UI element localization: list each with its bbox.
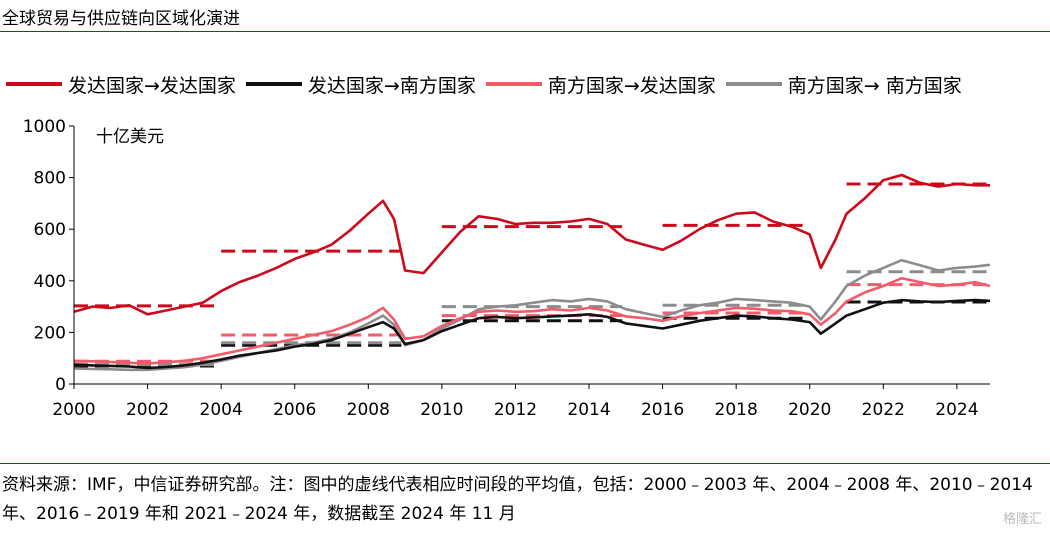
x-tick-label: 2020: [788, 400, 831, 420]
legend-swatch-south-dev: [485, 82, 542, 86]
y-tick-label: 400: [34, 272, 66, 292]
watermark: 格隆汇: [1002, 512, 1042, 527]
x-tick-label: 2022: [862, 400, 905, 420]
legend-label-dev-south: 发达国家→南方国家: [307, 74, 476, 97]
legend-swatch-dev-dev: [6, 82, 62, 86]
legend-swatch-dev-south: [245, 82, 302, 86]
x-tick-label: 2002: [126, 400, 169, 420]
title-divider: [0, 31, 1050, 32]
source-note: 资料来源：IMF，中信证券研究部。注：图中的虚线代表相应时间段的平均值，包括：2…: [2, 475, 1033, 524]
x-tick-label: 2016: [641, 400, 684, 420]
y-tick-label: 0: [55, 375, 66, 395]
x-tick-label: 2000: [52, 400, 95, 420]
x-tick-label: 2014: [567, 400, 610, 420]
y-tick-label: 1000: [23, 117, 66, 137]
x-tick-label: 2010: [420, 400, 463, 420]
series-line-south-dev: [73, 276, 991, 365]
legend-label-dev-dev: 发达国家→发达国家: [68, 74, 236, 97]
legend-item-south-south: 南方国家→ 南方国家: [725, 71, 962, 98]
x-tick-label: 2004: [200, 400, 243, 420]
axes: 0 200 400 600 800 1000 2000 2002 2004 2006 2008 201…: [23, 117, 990, 420]
average-lines: [74, 182, 990, 368]
x-tick-label: 2012: [494, 400, 537, 420]
unit-label: 十亿美元: [96, 127, 164, 147]
line-chart: 0 200 400 600 800 1000 2000 2002 2004 2006 2008 201…: [23, 117, 991, 420]
series-line-dev-south: [73, 298, 991, 370]
series-lines: [73, 173, 991, 372]
legend-item-dev-south: 发达国家→南方国家: [245, 71, 476, 98]
x-tick-label: 2024: [935, 400, 978, 420]
legend-swatch-south-south: [725, 82, 782, 86]
x-tick-label: 2008: [347, 400, 390, 420]
y-tick-label: 200: [34, 323, 66, 343]
legend-label-south-south: 南方国家→ 南方国家: [787, 74, 962, 97]
y-tick-label: 800: [34, 169, 66, 189]
legend-item-dev-dev: 发达国家→发达国家: [6, 71, 236, 98]
footer-divider: [0, 463, 1050, 464]
series-line-dev-dev: [73, 173, 990, 316]
x-tick-label: 2006: [273, 400, 316, 420]
legend-label-south-dev: 南方国家→发达国家: [547, 74, 716, 97]
x-tick-label: 2018: [715, 400, 758, 420]
y-tick-label: 600: [34, 220, 66, 240]
legend: 发达国家→发达国家 发达国家→南方国家 南方国家→发达国家 南方国家→ 南方国家: [6, 70, 972, 98]
chart-title: 全球贸易与供应链向区域化演进: [2, 9, 240, 29]
legend-item-south-dev: 南方国家→发达国家: [485, 71, 716, 98]
